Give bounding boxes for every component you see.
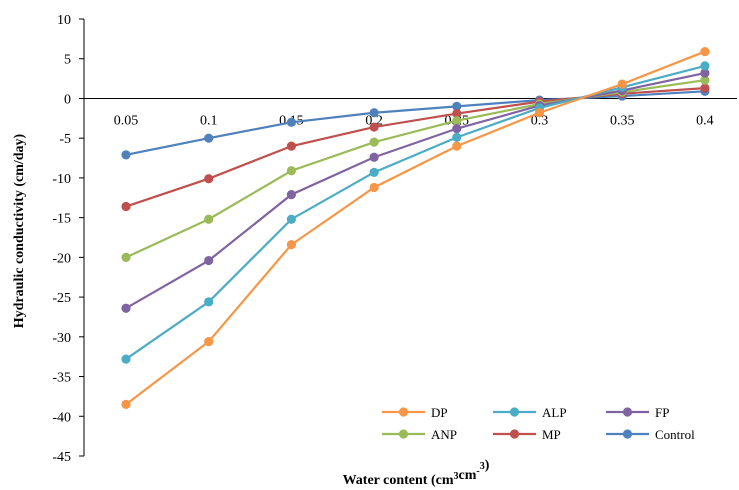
data-point: [121, 252, 131, 262]
data-point: [204, 214, 214, 224]
y-tick-label: -25: [52, 291, 71, 306]
y-tick-label: -40: [52, 410, 71, 425]
data-point: [121, 201, 131, 212]
x-tick-label: 0.1: [200, 113, 218, 128]
legend-item-dp: DP: [382, 405, 448, 420]
data-point: [286, 141, 296, 151]
data-point: [369, 167, 379, 177]
legend-marker: [622, 407, 633, 417]
data-point: [369, 122, 379, 132]
legend-marker: [509, 407, 520, 417]
y-tick-label: 10: [57, 13, 71, 28]
legend-label: FP: [655, 405, 669, 420]
data-point: [700, 68, 710, 78]
y-tick-label: -10: [52, 172, 71, 187]
legend-marker: [509, 429, 520, 439]
legend: DP ALP FP ANP MP Control: [382, 405, 695, 442]
data-point: [121, 150, 131, 160]
legend-label: ANP: [431, 427, 457, 442]
plot-area: [83, 19, 737, 456]
series-line: [125, 50, 706, 406]
x-tick-label: 0.05: [114, 113, 139, 128]
series-line: [125, 90, 705, 156]
legend-item-control: Control: [606, 427, 695, 442]
series-line: [125, 79, 706, 259]
y-tick-label: -45: [52, 450, 71, 465]
data-point: [700, 46, 710, 57]
data-point: [121, 399, 131, 409]
data-point: [204, 133, 214, 143]
data-point: [700, 83, 710, 93]
legend-marker: [622, 429, 633, 439]
data-point: [286, 117, 296, 127]
legend-marker: [398, 407, 409, 417]
data-point: [369, 182, 379, 193]
y-axis-title: Hydraulic conductivity (cm/day): [12, 133, 27, 328]
series-mp: [121, 83, 710, 212]
x-tick-label: 0.3: [531, 113, 549, 128]
data-point: [700, 61, 710, 71]
data-point: [369, 152, 379, 162]
legend-marker: [398, 429, 409, 439]
y-tick-label: -30: [52, 331, 71, 346]
series-line: [125, 87, 705, 208]
data-point: [452, 124, 462, 134]
legend-item-anp: ANP: [382, 427, 457, 442]
legend-label: MP: [542, 427, 561, 442]
data-point: [204, 297, 214, 307]
legend-label: ALP: [542, 405, 567, 420]
data-point: [369, 108, 379, 118]
x-axis-title: Water content (cm3cm-3): [343, 458, 490, 488]
data-point: [452, 141, 462, 151]
data-point: [617, 79, 627, 89]
x-tick-label: 0.4: [696, 113, 714, 128]
legend-label: Control: [655, 427, 695, 442]
data-point: [204, 174, 214, 184]
data-point: [369, 137, 379, 147]
legend-label: DP: [431, 405, 448, 420]
series-line: [125, 71, 706, 310]
data-point: [204, 255, 214, 266]
data-point: [452, 101, 462, 111]
x-tick-label: 0.35: [610, 113, 635, 128]
data-point: [286, 240, 296, 250]
x-tick-label: 0.2: [365, 113, 383, 128]
y-tick-label: 0: [64, 92, 71, 107]
data-point: [121, 303, 131, 313]
y-tick-label: 5: [64, 53, 71, 68]
series-anp: [121, 75, 710, 262]
data-point: [286, 214, 296, 224]
legend-item-alp: ALP: [493, 405, 567, 420]
series-line: [125, 64, 706, 360]
legend-item-mp: MP: [493, 427, 561, 442]
y-axis-tick-labels: 10 5 0 -5 -10 -15 -20 -25 -30 -35 -40 -45: [52, 13, 84, 465]
data-point: [452, 108, 462, 119]
data-point: [286, 166, 296, 176]
legend-item-fp: FP: [606, 405, 669, 420]
data-point: [452, 116, 462, 126]
data-point: [286, 189, 296, 200]
data-point: [204, 336, 214, 347]
series-dp: [121, 46, 710, 409]
data-point: [534, 108, 545, 118]
series-layer: [121, 46, 710, 409]
series-fp: [121, 68, 710, 313]
y-tick-label: -35: [52, 371, 71, 386]
data-point: [121, 354, 131, 364]
y-tick-label: -20: [52, 251, 71, 266]
data-point: [700, 75, 710, 85]
y-tick-label: -5: [59, 132, 71, 147]
series-alp: [121, 61, 710, 364]
data-point: [452, 132, 462, 142]
y-tick-label: -15: [52, 212, 71, 227]
